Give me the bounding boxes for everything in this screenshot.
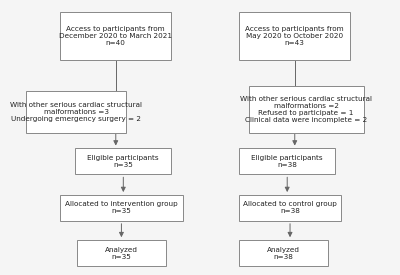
Text: With other serious cardiac structural
malformations =2
Refused to participate = : With other serious cardiac structural ma…: [240, 96, 372, 123]
Text: Analyzed
n=38: Analyzed n=38: [267, 247, 300, 260]
FancyBboxPatch shape: [239, 148, 335, 174]
Text: Allocated to intervention group
n=35: Allocated to intervention group n=35: [65, 202, 178, 214]
FancyBboxPatch shape: [26, 91, 126, 133]
FancyBboxPatch shape: [239, 12, 350, 59]
Text: Eligible participants
n=35: Eligible participants n=35: [88, 155, 159, 168]
FancyBboxPatch shape: [75, 148, 171, 174]
Text: Access to participants from
May 2020 to October 2020
n=43: Access to participants from May 2020 to …: [246, 26, 344, 46]
Text: Analyzed
n=35: Analyzed n=35: [105, 247, 138, 260]
FancyBboxPatch shape: [60, 195, 183, 221]
FancyBboxPatch shape: [239, 195, 341, 221]
FancyBboxPatch shape: [77, 240, 166, 266]
FancyBboxPatch shape: [248, 86, 364, 133]
Text: Access to participants from
December 2020 to March 2021
n=40: Access to participants from December 202…: [59, 26, 172, 46]
FancyBboxPatch shape: [239, 240, 328, 266]
Text: Allocated to control group
n=38: Allocated to control group n=38: [243, 202, 337, 214]
Text: With other serious cardiac structural
malformations =3
Undergoing emergency surg: With other serious cardiac structural ma…: [10, 102, 142, 122]
FancyBboxPatch shape: [60, 12, 171, 59]
Text: Eligible participants
n=38: Eligible participants n=38: [251, 155, 323, 168]
